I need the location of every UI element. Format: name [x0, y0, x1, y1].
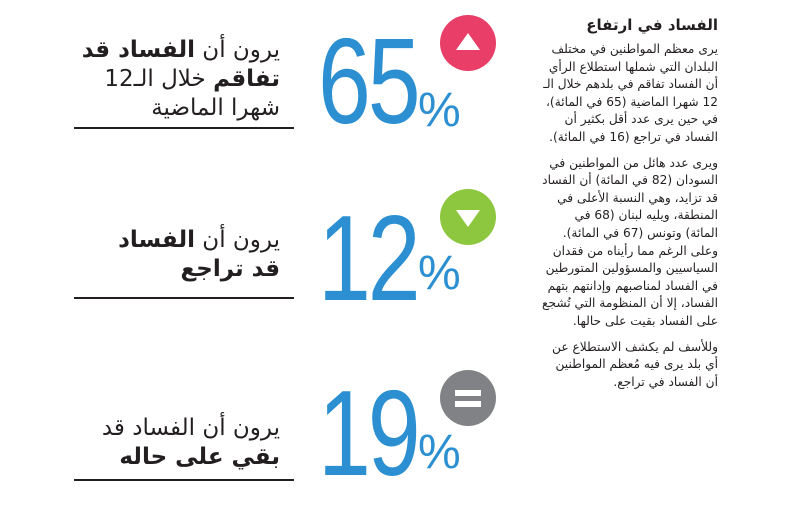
sidebar-paragraph: ويرى عدد هائل من المواطنين في السودان (8… — [542, 155, 718, 328]
divider — [74, 297, 294, 299]
sidebar-article: الفساد في ارتفاع يرى معظم المواطنين في م… — [540, 15, 718, 399]
stat-decreased-caption: يرون أن الفساد قد تراجع — [68, 226, 280, 284]
stat-unchanged-caption: يرون أن الفساد قد بقي على حاله — [68, 414, 280, 472]
caption-bold: الفساد — [118, 227, 195, 253]
caption-line: تفاقم خلال الـ12 — [68, 65, 280, 94]
caption-text: يرون أن — [195, 37, 280, 63]
stat-increased: يرون أن الفساد قد تفاقم خلال الـ12 شهرا … — [0, 0, 800, 142]
stat-increased-caption: يرون أن الفساد قد تفاقم خلال الـ12 شهرا … — [68, 36, 280, 123]
stat-decreased: يرون أن الفساد قد تراجع 12 % — [0, 0, 800, 319]
sidebar-paragraph: يرى معظم المواطنين في مختلف البلدان التي… — [543, 42, 718, 144]
stat-number: 19 — [318, 365, 421, 501]
caption-bold: تفاقم — [213, 66, 280, 92]
sidebar-paragraph: وللأسف لم يكشف الاستطلاع عن أي بلد يرى ف… — [552, 339, 718, 389]
equals-icon — [440, 370, 496, 426]
caption-line: يرون أن الفساد قد — [101, 415, 280, 441]
caption-bold: بقي على حاله — [119, 444, 280, 470]
caption-line: يرون أن الفساد قد — [68, 36, 280, 65]
caption-text: يرون أن — [195, 227, 280, 253]
caption-line: قد تراجع — [68, 255, 280, 284]
arrow-up-icon — [440, 15, 496, 71]
caption-line: شهرا الماضية — [151, 95, 280, 121]
caption-text: خلال الـ12 — [104, 66, 214, 92]
sidebar-title: الفساد في ارتفاع — [586, 16, 718, 34]
caption-line: بقي على حاله — [68, 443, 280, 472]
caption-bold: الفساد قد — [81, 37, 195, 63]
stat-number: 12 — [318, 190, 421, 326]
percent-sign: % — [418, 426, 461, 479]
caption-line: يرون أن الفساد — [68, 226, 280, 255]
caption-bold: قد تراجع — [180, 256, 280, 282]
percent-sign: % — [418, 84, 461, 137]
divider — [74, 127, 294, 129]
divider — [74, 479, 294, 481]
percent-sign: % — [418, 247, 461, 300]
stat-unchanged: يرون أن الفساد قد بقي على حاله 19 % — [0, 0, 800, 494]
arrow-down-icon — [440, 189, 496, 245]
stat-number: 65 — [318, 13, 421, 149]
